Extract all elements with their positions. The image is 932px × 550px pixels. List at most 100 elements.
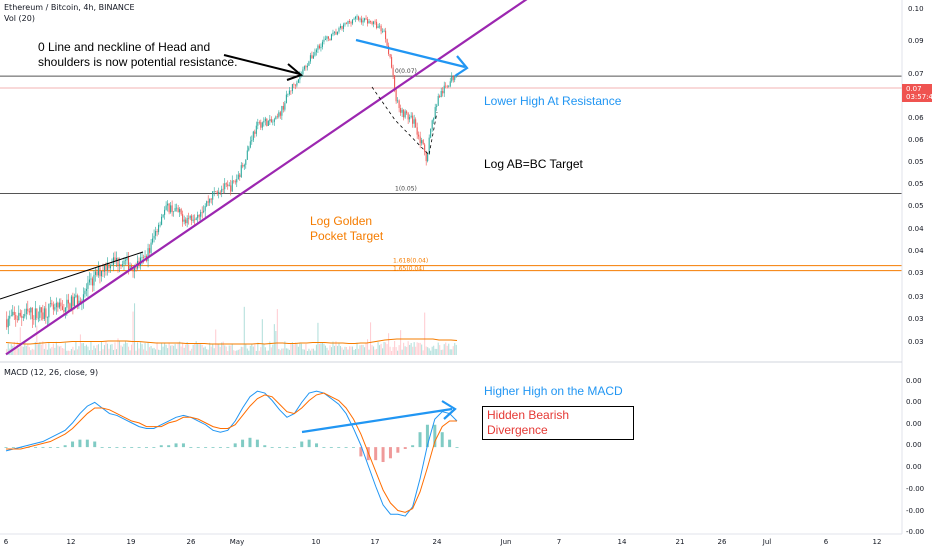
volume-bar (379, 345, 381, 355)
fib-level-label: 1.65(0.04) (393, 266, 424, 273)
volume-bar (228, 345, 230, 355)
macd-line (5, 390, 458, 517)
last-price: 0.07 (906, 85, 922, 93)
candle-body (243, 164, 245, 167)
volume-bar (90, 341, 92, 355)
candle-body (108, 262, 110, 269)
candle-body (335, 31, 337, 35)
volume-bar (452, 346, 454, 355)
candle-body (248, 147, 250, 151)
volume-bar (433, 345, 435, 355)
macd-histogram-bar (159, 445, 163, 448)
ab-bc-annotation: Log AB=BC Target (484, 157, 583, 171)
volume-bar (446, 345, 448, 355)
volume-bar (215, 329, 217, 355)
candle-body (321, 41, 323, 47)
volume-bar (82, 342, 84, 355)
volume-bar (454, 342, 456, 355)
volume-bar (398, 345, 400, 355)
volume-bar (192, 344, 194, 355)
candle-body (443, 85, 445, 94)
volume-bar (67, 350, 69, 355)
volume-bar (126, 342, 128, 355)
volume-bar (344, 346, 346, 355)
volume-bar (155, 349, 157, 355)
candle-body (403, 109, 405, 118)
volume-bar (455, 344, 457, 355)
candle-body (197, 214, 199, 219)
candle-body (451, 76, 453, 82)
price-tick-label: 0.05 (908, 202, 924, 210)
candle-body (347, 21, 349, 24)
candle-body (437, 96, 439, 106)
volume-bar (288, 349, 290, 355)
candle-body (263, 121, 265, 123)
volume-bar (183, 347, 185, 355)
volume-bar (37, 344, 39, 355)
candle-body (153, 235, 155, 239)
volume-bar (240, 346, 242, 355)
candle-body (297, 79, 299, 83)
volume-bar (203, 347, 205, 355)
macd-histogram-bar (41, 447, 45, 448)
candle-body (362, 20, 364, 23)
volume-bar (403, 342, 405, 355)
price-tick-label: 0.03 (908, 338, 924, 346)
macd-histogram-bar (130, 447, 134, 448)
candle-body (228, 185, 230, 187)
candle-body (114, 257, 116, 261)
candle-body (22, 316, 24, 318)
volume-bar (320, 343, 322, 355)
candle-body (279, 112, 281, 116)
candle-body (354, 16, 357, 19)
volume-bar (34, 341, 36, 355)
volume-bar (380, 343, 382, 355)
candle-body (39, 307, 41, 318)
volume-bar (299, 342, 301, 355)
volume-bar (311, 348, 313, 355)
volume-bar (388, 333, 390, 355)
volume-bar (243, 306, 245, 355)
candle-body (245, 159, 247, 165)
candle-body (121, 264, 124, 266)
candle-body (67, 299, 69, 304)
volume-bar (204, 346, 206, 355)
volume-bar (36, 325, 38, 355)
macd-histogram-bar (189, 447, 193, 448)
macd-histogram-bar (78, 439, 82, 448)
macd-histogram-bar (11, 447, 15, 448)
candle-body (351, 19, 354, 24)
candle-body (285, 94, 287, 104)
candle-body (312, 55, 314, 59)
volume-bar (186, 342, 188, 355)
candle-body (192, 219, 194, 221)
macd-histogram-bar (56, 447, 60, 448)
candle-body (388, 45, 390, 54)
volume-bar (305, 343, 307, 355)
volume-bar (162, 346, 164, 355)
volume-bar (415, 346, 417, 355)
volume-bar (392, 347, 394, 355)
volume-bar (386, 344, 388, 355)
candle-body (28, 311, 30, 313)
price-tick-label: 0.06 (908, 136, 924, 144)
price-tick-label: 0.05 (908, 180, 924, 188)
volume-bar (100, 342, 102, 355)
volume-bar (170, 345, 172, 355)
volume-bar (177, 342, 179, 355)
price-tick-label: 0.03 (908, 293, 924, 301)
candle-body (105, 264, 107, 271)
candle-body (189, 215, 191, 219)
candle-body (185, 219, 187, 224)
candle-body (87, 282, 89, 289)
fib-level-label: 1(0.05) (395, 185, 417, 192)
volume-bar (276, 309, 278, 355)
time-tick-label: 24 (433, 538, 442, 546)
candle-body (404, 111, 406, 118)
candle-body (353, 18, 355, 20)
candle-body (216, 191, 218, 194)
time-tick-label: Jun (500, 538, 512, 546)
volume-bar (389, 346, 391, 355)
volume-bar (60, 345, 62, 355)
volume-bar (28, 347, 30, 355)
